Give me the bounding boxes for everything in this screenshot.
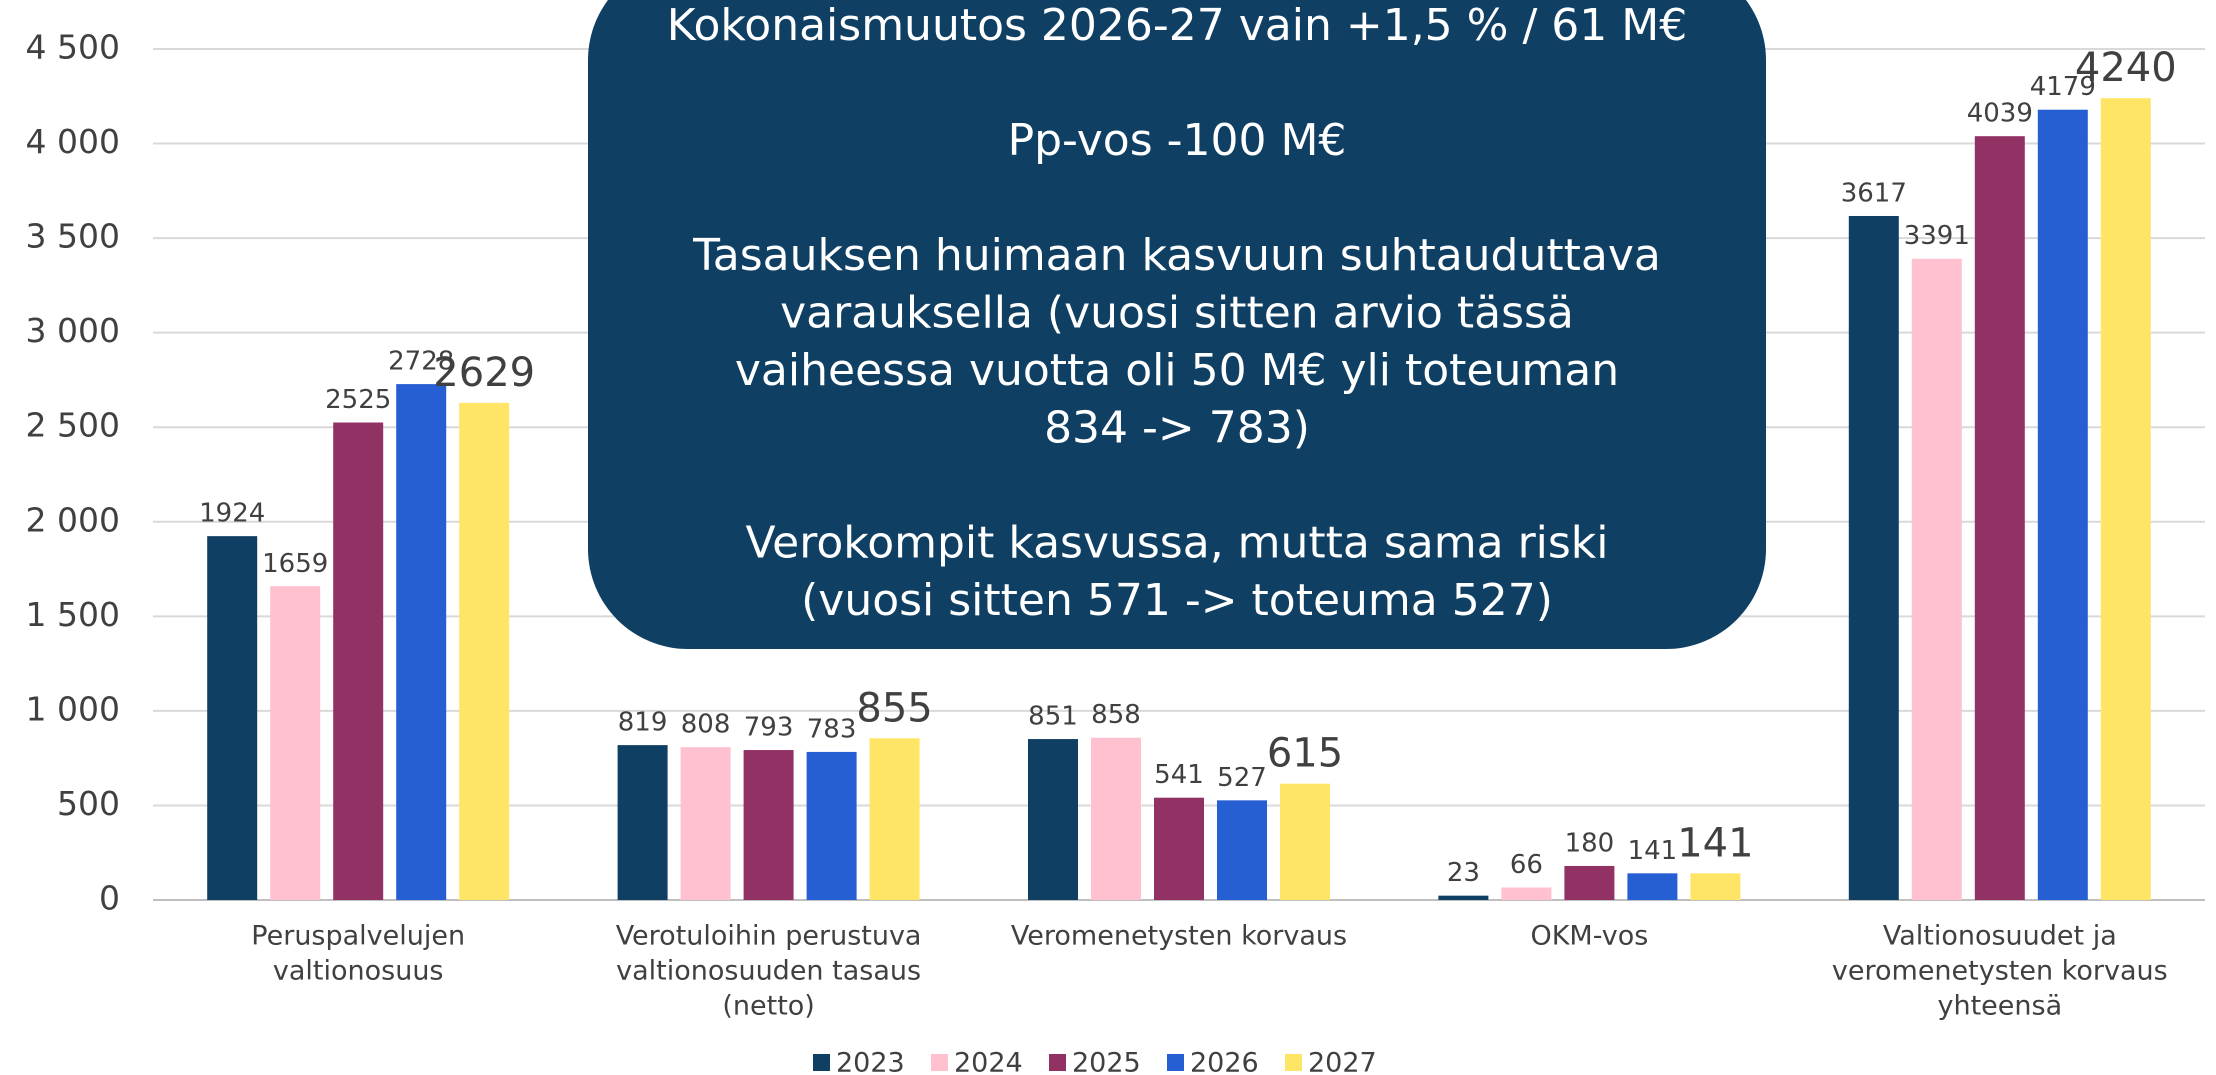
bar [1438, 895, 1489, 900]
legend-label: 2024 [954, 1048, 1023, 1075]
value-label: 1659 [262, 549, 328, 579]
annotation-text: vaiheessa vuotta oli 50 M€ yli toteuman [735, 345, 1619, 396]
bar [869, 738, 920, 900]
bar [1091, 737, 1141, 900]
legend-label: 2026 [1190, 1048, 1259, 1075]
x-tick-label: Peruspalvelujen [251, 921, 465, 952]
x-tick-label: Valtionosuudet ja [1883, 921, 2117, 952]
bar [1627, 873, 1678, 900]
annotation-text: Tasauksen huimaan kasvuun suhtauduttava [692, 230, 1661, 281]
bar [1028, 739, 1078, 900]
y-tick-label: 500 [57, 784, 120, 823]
y-tick-label: 0 [99, 879, 120, 918]
bar [2100, 98, 2151, 901]
legend-swatch [1285, 1054, 1302, 1071]
y-tick-label: 2 000 [26, 500, 120, 539]
value-label: 141 [1628, 836, 1678, 866]
y-tick-label: 4 000 [26, 122, 120, 161]
value-label: 2525 [325, 385, 391, 415]
annotation-text: Verokompit kasvussa, mutta sama riski [745, 518, 1608, 569]
value-label: 66 [1510, 850, 1543, 880]
bar [459, 402, 510, 900]
bar [1564, 865, 1615, 900]
value-label: 851 [1028, 702, 1078, 732]
value-label: 2728 [388, 347, 454, 377]
bar [1154, 797, 1204, 900]
legend-label: 2025 [1072, 1048, 1141, 1075]
x-tick-label: Verotuloihin perustuva [616, 921, 922, 952]
bar [2037, 109, 2088, 901]
bar [1690, 873, 1741, 900]
x-tick-label: OKM-vos [1530, 921, 1648, 952]
legend-label: 2027 [1308, 1048, 1377, 1075]
value-label: 615 [1267, 731, 1343, 777]
legend-swatch [1167, 1054, 1184, 1071]
annotation-text: Kokonaismuutos 2026-27 vain +1,5 % / 61 … [667, 0, 1687, 51]
bar [680, 747, 731, 900]
annotation-text: 834 -> 783) [1044, 403, 1310, 454]
value-label: 23 [1447, 858, 1480, 888]
value-label: 141 [1677, 820, 1753, 866]
value-label: 180 [1565, 828, 1615, 858]
value-label: 4240 [2075, 45, 2177, 91]
value-label: 793 [744, 713, 794, 743]
value-label: 783 [807, 714, 857, 744]
legend-label: 2023 [836, 1048, 905, 1075]
x-tick-label: (netto) [722, 991, 814, 1022]
y-tick-label: 2 500 [26, 406, 120, 445]
x-tick-label: valtionosuus [273, 956, 444, 987]
y-tick-label: 3 000 [26, 311, 120, 350]
x-tick-label: Veromenetysten korvaus [1011, 921, 1347, 952]
value-label: 3617 [1841, 178, 1907, 208]
value-label: 855 [856, 685, 932, 731]
value-label: 808 [681, 710, 731, 740]
bar [1280, 783, 1330, 900]
bar [743, 750, 794, 900]
bar [1848, 215, 1899, 900]
y-tick-label: 1 000 [26, 689, 120, 728]
y-tick-label: 3 500 [26, 217, 120, 256]
bar [270, 586, 321, 900]
bar [1217, 800, 1267, 900]
value-label: 858 [1091, 700, 1141, 730]
value-label: 4179 [2030, 72, 2096, 102]
x-tick-label: valtionosuuden tasaus [616, 956, 921, 987]
legend-swatch [931, 1054, 948, 1071]
bar [1911, 258, 1962, 900]
x-tick-label: yhteensä [1937, 991, 2062, 1022]
legend-swatch [813, 1054, 830, 1071]
annotation-box [588, 0, 1766, 649]
value-label: 4039 [1967, 99, 2033, 129]
bar [333, 422, 384, 900]
bar [1974, 136, 2025, 900]
bar [806, 751, 857, 900]
bar [396, 384, 447, 901]
y-tick-label: 4 500 [26, 28, 120, 67]
y-tick-label: 1 500 [26, 595, 120, 634]
value-label: 1924 [199, 499, 265, 529]
bar [1501, 887, 1552, 900]
value-label: 819 [618, 708, 668, 738]
annotation-text: Pp-vos -100 M€ [1008, 115, 1347, 166]
value-label: 3391 [1904, 221, 1970, 251]
x-tick-label: veromenetysten korvaus [1832, 956, 2168, 987]
value-label: 527 [1217, 763, 1267, 793]
annotation-text: varauksella (vuosi sitten arvio tässä [780, 288, 1574, 339]
legend-swatch [1049, 1054, 1066, 1071]
value-label: 541 [1154, 760, 1204, 790]
value-label: 2629 [433, 350, 535, 396]
bar [207, 536, 258, 900]
bar [617, 745, 668, 900]
annotation-text: (vuosi sitten 571 -> toteuma 527) [801, 575, 1553, 626]
